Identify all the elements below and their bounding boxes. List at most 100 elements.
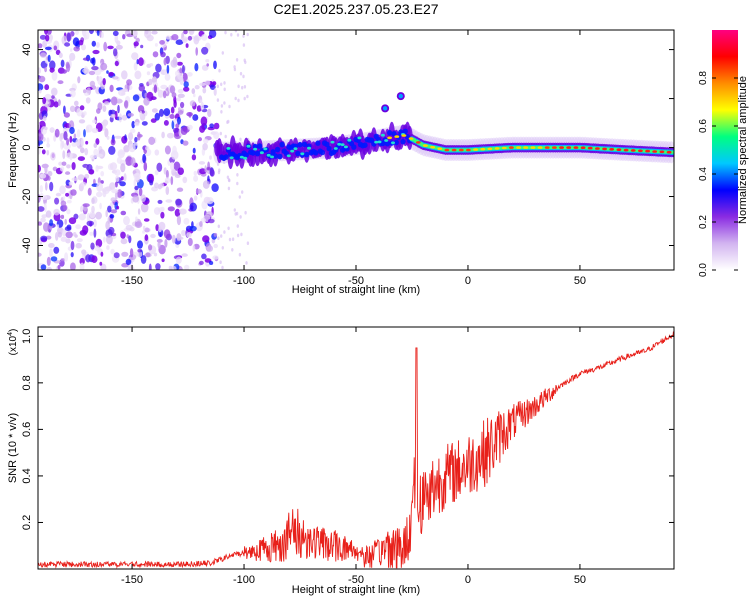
spectrogram-ridge-peak xyxy=(347,138,352,142)
colorbar-tick-label: 0.8 xyxy=(698,71,709,85)
spectrogram-noise-cell xyxy=(177,93,185,99)
spectrogram-ridge-peak xyxy=(226,147,231,150)
spectrogram-noise-cell xyxy=(51,71,58,81)
spectrogram-panel: -150 -100 -50 0 50 -40 -20 0 20 40 Height of str… xyxy=(7,29,675,296)
spectrogram-noise-cell xyxy=(110,138,116,146)
spectrogram-noise-cell xyxy=(140,194,146,202)
spectrogram-noise-cell xyxy=(77,174,85,181)
spectrogram-ridge-core xyxy=(297,141,303,148)
spectrogram-noise-cell xyxy=(100,171,105,177)
spectrogram-noise-cell xyxy=(74,100,79,107)
spectrogram-ridge-hot xyxy=(602,147,607,151)
spectrogram-noise-cell xyxy=(139,110,143,118)
spectrogram-ridge-peak xyxy=(246,144,251,148)
spectrogram-noise-cell xyxy=(197,137,202,142)
spectrogram-ridge-hot xyxy=(537,146,543,149)
spectrogram-noise-cell xyxy=(127,113,134,117)
spectrogram-noise-cell xyxy=(69,105,76,113)
spectrogram-noise-cell xyxy=(64,226,72,232)
spectrogram-ridge-hot xyxy=(623,148,629,152)
spectrogram-noise-cell xyxy=(111,188,119,194)
spectrogram-ridge-peak xyxy=(380,133,385,137)
spectrogram-noise-cell xyxy=(92,49,100,55)
spectrogram-noise-cell xyxy=(170,106,175,114)
spectrogram-noise-cell xyxy=(61,228,67,237)
spectrogram-noise-cell xyxy=(66,164,71,169)
spectrogram-noise-cell xyxy=(136,59,139,65)
spectrogram-noise-cell xyxy=(100,31,105,39)
spectrogram-noise-cell xyxy=(169,85,176,94)
spectrogram-noise-cell xyxy=(241,85,244,90)
spectrogram-noise-cell xyxy=(44,30,48,35)
spectrogram-noise-cell xyxy=(206,63,209,67)
spectrogram-y-tick-label: -20 xyxy=(21,189,33,205)
spectrogram-noise-cell xyxy=(201,46,209,55)
snr-x-tick-label: -150 xyxy=(121,574,143,586)
spectrogram-noise-cell xyxy=(60,132,65,140)
spectrogram-noise-cell xyxy=(164,239,168,248)
spectrogram-noise-cell xyxy=(177,116,181,125)
spectrogram-noise-cell xyxy=(94,245,100,252)
spectrogram-noise-cell xyxy=(201,253,207,260)
spectrogram-noise-cell xyxy=(154,182,159,189)
spectrogram-noise-cell xyxy=(242,74,245,79)
spectrogram-noise-cell xyxy=(38,83,44,91)
spectrogram-noise-cell xyxy=(245,261,248,265)
spectrogram-noise-cell xyxy=(177,88,184,94)
spectrogram-noise-cell xyxy=(203,196,211,204)
spectrogram-noise-cell xyxy=(236,233,240,238)
spectrogram-noise-cell xyxy=(189,100,196,107)
spectrogram-noise-cell xyxy=(89,231,94,236)
spectrogram-noise-cell xyxy=(209,123,215,129)
spectrogram-ridge-layer xyxy=(213,92,674,170)
spectrogram-ridge-core xyxy=(272,153,278,159)
spectrogram-ridge-core xyxy=(250,150,256,156)
spectrogram-noise-cell xyxy=(179,77,184,85)
spectrogram-noise-cell xyxy=(75,138,81,147)
spectrogram-ridge-hot xyxy=(458,148,464,152)
spectrogram-noise-cell xyxy=(223,81,226,85)
spectrogram-noise-cell xyxy=(89,211,96,219)
spectrogram-noise-cell xyxy=(159,40,166,45)
spectrogram-noise-cell xyxy=(172,145,177,155)
spectrogram-noise-cell xyxy=(61,35,67,45)
spectrogram-noise-cell xyxy=(128,132,134,141)
spectrogram-noise-cell xyxy=(120,231,126,239)
spectrogram-noise-cell xyxy=(38,43,43,49)
spectrogram-noise-cell xyxy=(165,169,169,179)
spectrogram-noise-cell xyxy=(157,184,162,190)
spectrogram-ridge-hot xyxy=(559,146,564,149)
spectrogram-noise-cell xyxy=(69,135,73,143)
spectrogram-noise-cell xyxy=(102,78,106,86)
spectrogram-y-ticks: -40 -20 0 20 40 xyxy=(21,43,674,253)
spectrogram-noise-cell xyxy=(70,189,77,196)
spectrogram-noise-cell xyxy=(93,228,97,238)
spectrogram-noise-cell xyxy=(120,210,127,216)
spectrogram-noise-cell xyxy=(205,59,210,63)
spectrogram-noise-cell xyxy=(57,231,63,238)
spectrogram-noise-cell xyxy=(66,199,72,204)
spectrogram-noise-cell xyxy=(114,169,121,176)
snr-x-ticks: -150 -100 -50 0 50 xyxy=(121,327,586,586)
spectrogram-noise-cell xyxy=(38,67,42,74)
spectrogram-ridge-peak xyxy=(384,139,389,142)
spectrogram-noise-cell xyxy=(76,238,83,243)
spectrogram-noise-cell xyxy=(237,98,240,103)
spectrogram-noise-cell xyxy=(228,104,231,109)
spectrogram-noise-cell xyxy=(95,164,99,172)
spectrogram-ridge-peak xyxy=(286,154,291,158)
spectrogram-noise-cell xyxy=(133,172,141,181)
spectrogram-ridge-core xyxy=(243,152,249,158)
spectrogram-noise-cell xyxy=(188,30,195,35)
spectrogram-noise-cell xyxy=(40,264,47,270)
spectrogram-noise-cell xyxy=(221,246,224,250)
spectrogram-noise-cell xyxy=(78,213,86,221)
spectrogram-noise-cell xyxy=(129,128,136,134)
spectrogram-noise-cell xyxy=(193,35,200,45)
spectrogram-noise-cell xyxy=(187,35,193,41)
spectrogram-noise-cell xyxy=(161,131,165,139)
spectrogram-noise-cell xyxy=(45,34,50,42)
spectrogram-noise-cell xyxy=(181,253,188,257)
spectrogram-ridge-hot xyxy=(430,145,435,149)
spectrogram-noise-cell xyxy=(135,216,138,222)
